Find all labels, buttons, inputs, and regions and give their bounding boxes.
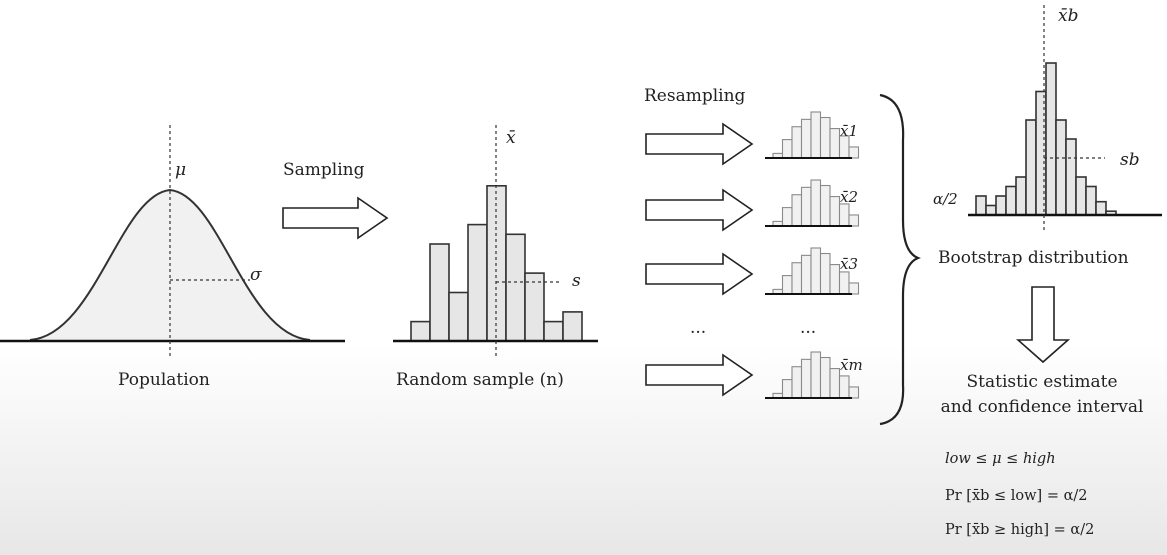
resample-1-bar-5 bbox=[810, 111, 822, 159]
bootstrap-bar-13 bbox=[1095, 200, 1107, 216]
resample-3-bar-9 bbox=[848, 282, 860, 295]
sigma-label: σ bbox=[250, 265, 262, 285]
resample-1-bar-3 bbox=[791, 126, 803, 159]
resampling-arrow-2 bbox=[645, 188, 754, 232]
curly-brace bbox=[879, 93, 921, 426]
resample-m-bar-7 bbox=[829, 368, 841, 399]
bootstrap-sd-label: sb bbox=[1120, 150, 1140, 170]
alpha-half-label: α/2 bbox=[933, 190, 958, 208]
resampling-arrow-m bbox=[645, 353, 754, 397]
resample-2-bar-9 bbox=[848, 214, 860, 227]
sample-bar-7 bbox=[524, 272, 545, 342]
bootstrap-bar-7 bbox=[1035, 90, 1047, 216]
resampling-arrow-1 bbox=[645, 122, 754, 166]
down-arrow bbox=[1015, 286, 1071, 364]
resample-m-bar-5 bbox=[810, 351, 822, 399]
ellipsis-arrows: ... bbox=[690, 318, 707, 338]
resample-histogram-m bbox=[772, 351, 860, 399]
bootstrap-bar-2 bbox=[985, 204, 997, 216]
resample-histogram-2 bbox=[772, 179, 860, 227]
sampling-label: Sampling bbox=[283, 160, 365, 180]
resample-m-bar-2 bbox=[781, 379, 793, 399]
bootstrap-mean-label: x̄b bbox=[1058, 6, 1079, 26]
bootstrap-bar-9 bbox=[1055, 119, 1067, 216]
resample-1-bar-7 bbox=[829, 128, 841, 159]
resampling-arrow-3 bbox=[645, 252, 754, 296]
bootstrap-bar-3 bbox=[995, 195, 1007, 216]
random-sample-label: Random sample (n) bbox=[396, 370, 564, 390]
resample-3-bar-4 bbox=[800, 254, 812, 295]
resample-2-bar-5 bbox=[810, 179, 822, 227]
sample-bar-2 bbox=[429, 243, 450, 342]
upper-tail-formula: Pr [x̄b ≥ high] = α/2 bbox=[945, 522, 1095, 538]
sample-bar-8 bbox=[543, 320, 564, 342]
population-label: Population bbox=[118, 370, 210, 390]
sample-bar-1 bbox=[410, 320, 431, 342]
resample-histogram-3 bbox=[772, 247, 860, 295]
ellipsis-histograms: ... bbox=[800, 318, 817, 338]
bootstrap-bar-8 bbox=[1045, 62, 1057, 216]
resample-mean-label-2: x̄2 bbox=[840, 188, 859, 206]
resample-mean-label-m: x̄m bbox=[840, 356, 863, 374]
resampling-label: Resampling bbox=[644, 86, 746, 106]
resample-2-bar-3 bbox=[791, 194, 803, 227]
bootstrap-histogram bbox=[975, 62, 1117, 216]
resample-2-bar-8 bbox=[838, 203, 850, 227]
resample-1-bar-6 bbox=[819, 116, 831, 159]
sample-mean-label: x̄ bbox=[506, 128, 516, 148]
bootstrap-bar-5 bbox=[1015, 176, 1027, 216]
resample-2-bar-2 bbox=[781, 207, 793, 227]
resample-3-bar-3 bbox=[791, 262, 803, 295]
resample-3-bar-8 bbox=[838, 271, 850, 295]
resample-m-bar-6 bbox=[819, 356, 831, 399]
resample-2-bar-4 bbox=[800, 186, 812, 227]
resample-1-bar-2 bbox=[781, 139, 793, 159]
resample-m-bar-4 bbox=[800, 358, 812, 399]
confidence-formula: low ≤ μ ≤ high bbox=[945, 451, 1056, 467]
mu-label: μ bbox=[175, 160, 187, 180]
resample-2-bar-7 bbox=[829, 196, 841, 227]
random-sample-histogram bbox=[410, 185, 583, 342]
resample-3-bar-2 bbox=[781, 275, 793, 295]
lower-tail-formula: Pr [x̄b ≤ low] = α/2 bbox=[945, 488, 1088, 504]
bootstrap-bar-4 bbox=[1005, 185, 1017, 216]
resample-3-bar-5 bbox=[810, 247, 822, 295]
resample-m-bar-9 bbox=[848, 386, 860, 399]
statistic-estimate-label-line2: and confidence interval bbox=[940, 397, 1144, 417]
population-curve-group bbox=[0, 125, 345, 358]
sample-sd-label: s bbox=[572, 271, 581, 291]
bootstrap-bar-12 bbox=[1085, 185, 1097, 216]
sample-bar-3 bbox=[448, 291, 469, 342]
resample-1-bar-9 bbox=[848, 146, 860, 159]
resample-1-bar-4 bbox=[800, 118, 812, 159]
population-curve bbox=[29, 188, 311, 341]
resample-mean-label-3: x̄3 bbox=[840, 255, 859, 273]
resample-m-bar-8 bbox=[838, 375, 850, 399]
sample-bar-4 bbox=[467, 223, 488, 342]
resample-3-bar-7 bbox=[829, 264, 841, 295]
bootstrap-distribution-label: Bootstrap distribution bbox=[938, 248, 1129, 268]
resample-mean-label-1: x̄1 bbox=[840, 122, 859, 140]
sampling-arrow bbox=[282, 196, 389, 240]
bootstrap-bar-1 bbox=[975, 195, 987, 216]
bootstrap-bar-6 bbox=[1025, 119, 1037, 216]
resample-3-bar-6 bbox=[819, 252, 831, 295]
bootstrap-bar-11 bbox=[1075, 176, 1087, 216]
bootstrap-bar-10 bbox=[1065, 138, 1077, 216]
resample-2-bar-6 bbox=[819, 184, 831, 227]
statistic-estimate-label-line1: Statistic estimate bbox=[966, 372, 1118, 392]
sample-bar-9 bbox=[562, 311, 583, 342]
resample-m-bar-3 bbox=[791, 366, 803, 399]
sample-bar-6 bbox=[505, 233, 526, 342]
